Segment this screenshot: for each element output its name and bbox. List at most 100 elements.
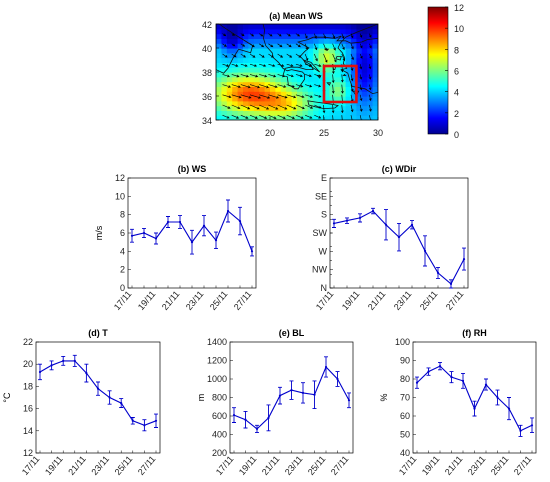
y-tick-label: 1000 — [207, 374, 227, 384]
wind-speed-cell — [216, 43, 222, 49]
wind-speed-cell — [372, 81, 378, 87]
data-point — [436, 271, 440, 274]
y-tick-label: 1400 — [207, 337, 227, 347]
wind-speed-cell — [253, 28, 260, 35]
wind-speed-cell — [356, 48, 363, 54]
wind-speed-cell — [334, 43, 341, 49]
wind-arrow — [359, 104, 363, 112]
x-tick-label: 17/11 — [314, 289, 336, 312]
wind-speed-cell — [275, 76, 282, 83]
wind-speed-cell — [237, 100, 244, 107]
wind-speed-cell — [361, 67, 368, 73]
wind-speed-cell — [297, 28, 303, 35]
wind-arrow — [249, 43, 255, 48]
wind-arrow — [305, 63, 312, 67]
wind-speed-cell — [329, 33, 336, 39]
wind-speed-cell — [264, 86, 271, 92]
wind-speed-cell — [291, 28, 298, 35]
data-point — [450, 376, 453, 379]
wind-speed-cell — [237, 86, 244, 92]
data-point — [232, 414, 236, 417]
wind-speed-cell — [356, 86, 363, 92]
wind-speed-cell — [253, 81, 260, 87]
y-tick-label: 8 — [120, 210, 125, 220]
wind-speed-cell — [221, 67, 228, 73]
data-point — [131, 419, 134, 422]
wind-speed-cell — [270, 72, 276, 78]
wind-speed-cell — [297, 48, 303, 54]
wind-speed-cell — [253, 86, 260, 92]
wind-arrow — [277, 74, 286, 78]
wind-arrow — [341, 33, 345, 39]
wind-arrow — [268, 43, 274, 48]
wind-speed-cell — [216, 48, 222, 54]
wind-speed-cell — [216, 57, 222, 63]
wind-speed-cell — [221, 110, 228, 116]
wind-speed-cell — [275, 110, 282, 116]
wind-speed-cell — [334, 96, 341, 102]
wind-speed-cell — [372, 24, 378, 30]
data-point — [415, 381, 419, 384]
x-tick-label: 21/11 — [443, 454, 465, 477]
wind-arrow — [305, 84, 313, 88]
wind-speed-cell — [264, 100, 271, 107]
x-tick-label: 25/11 — [489, 454, 511, 477]
wind-arrow — [231, 94, 242, 99]
wind-speed-cell — [280, 62, 287, 68]
wind-speed-cell — [248, 100, 255, 107]
wind-arrow — [268, 114, 277, 120]
y-tick-label: 12 — [23, 448, 33, 458]
wind-arrow — [331, 84, 335, 94]
wind-speed-cell — [259, 28, 266, 35]
wind-arrow — [231, 84, 241, 89]
wind-arrow — [222, 43, 227, 47]
wind-speed-cell — [307, 91, 314, 97]
wind-speed-cell — [302, 115, 309, 120]
wind-speed-cell — [259, 76, 266, 83]
wind-speed-cell — [221, 57, 228, 63]
wind-speed-cell — [351, 72, 357, 78]
wind-speed-cell — [372, 96, 378, 102]
y-tick-label: 60 — [400, 411, 410, 421]
wind-speed-cell — [270, 110, 276, 116]
x-tick-label: 25 — [319, 128, 329, 138]
wind-arrow — [259, 43, 265, 48]
wind-speed-cell — [340, 43, 347, 49]
wind-speed-cell — [361, 100, 368, 107]
wind-speed-cell — [221, 76, 228, 83]
wind-speed-cell — [221, 28, 228, 35]
wind-speed-cell — [264, 62, 271, 68]
wind-speed-cell — [232, 100, 239, 107]
panel-title: (c) WDir — [382, 164, 417, 174]
wind-speed-cell — [318, 110, 325, 116]
wind-speed-cell — [216, 52, 222, 59]
wind-speed-cell — [356, 33, 363, 39]
data-point — [38, 370, 42, 374]
wind-speed-cell — [297, 105, 303, 111]
wind-speed-cell — [270, 43, 276, 49]
wind-speed-cell — [259, 33, 266, 39]
colorbar-axis: 0 2 4 6 8 10 12 — [445, 3, 464, 140]
wind-speed-cell — [226, 52, 233, 59]
data-point — [332, 222, 336, 225]
wind-speed-cell — [345, 76, 352, 83]
wind-speed-cell — [356, 38, 363, 44]
wind-speed-cell — [307, 24, 314, 30]
wind-arrow — [222, 63, 230, 67]
data-point — [250, 250, 254, 253]
wind-speed-cell — [329, 43, 336, 49]
wind-speed-cell — [275, 81, 282, 87]
wind-speed-cell — [313, 110, 320, 116]
wind-speed-cell — [226, 33, 233, 39]
wind-arrow — [268, 53, 274, 58]
wind-speed-cell — [253, 67, 260, 73]
wind-speed-cell — [351, 43, 357, 49]
wind-speed-cell — [259, 115, 266, 120]
wind-speed-cell — [243, 96, 249, 102]
wind-speed-cell — [286, 91, 293, 97]
wind-arrow — [295, 84, 304, 88]
y-tick-label: W — [319, 246, 328, 256]
wind-speed-cell — [334, 72, 341, 78]
data-point — [410, 223, 414, 226]
